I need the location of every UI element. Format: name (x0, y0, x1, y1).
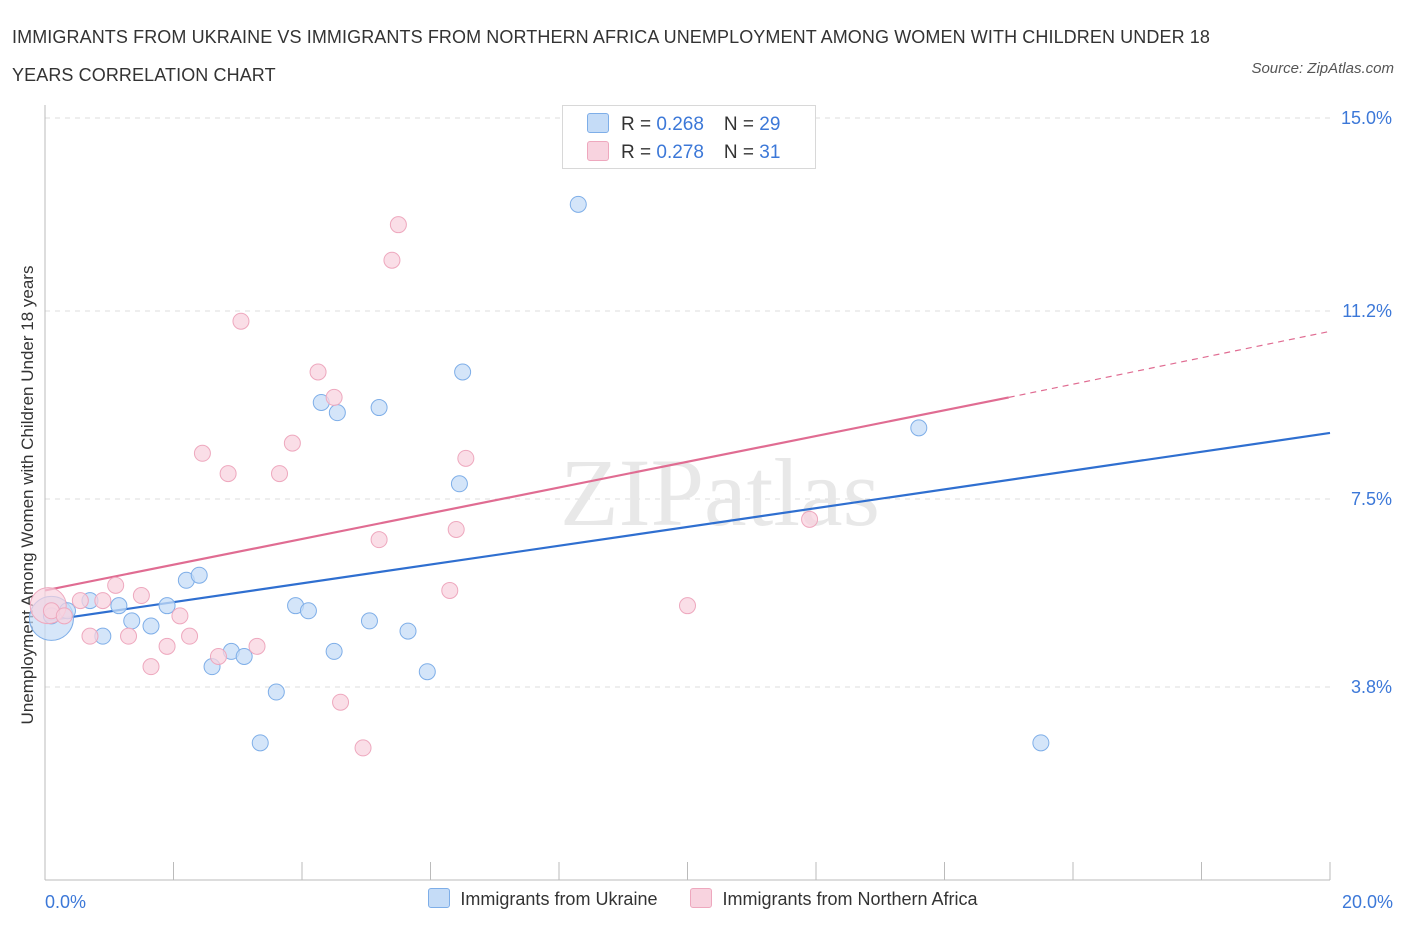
data-point-northern-africa (332, 693, 350, 711)
data-point-northern-africa (679, 597, 696, 615)
data-point-ukraine (123, 612, 141, 630)
data-point-northern-africa (142, 658, 160, 676)
data-point-northern-africa (94, 592, 112, 610)
series-legend-ukraine: Immigrants from Ukraine (428, 888, 657, 910)
trend-line-ukraine (44, 431, 1331, 623)
axes (44, 105, 1331, 881)
chart-title: IMMIGRANTS FROM UKRAINE VS IMMIGRANTS FR… (12, 27, 1211, 85)
y-tick-label: 15.0% (1341, 108, 1392, 128)
data-point-northern-africa (441, 581, 459, 599)
series-label-ukraine: Immigrants from Ukraine (460, 889, 658, 909)
data-point-ukraine (299, 602, 317, 620)
series-legend-northern-africa: Immigrants from Northern Africa (690, 888, 978, 910)
data-point-northern-africa (120, 627, 138, 645)
legend-row-ukraine: R = 0.268 N = 29 (587, 113, 780, 135)
data-point-northern-africa (283, 434, 301, 452)
series-label-northern-africa: Immigrants from Northern Africa (722, 889, 978, 909)
data-point-ukraine (328, 404, 346, 422)
series-swatch-northern-africa (690, 888, 713, 908)
data-point-northern-africa (232, 312, 250, 330)
data-point-ukraine (360, 612, 378, 630)
legend-n-label: N = (723, 142, 760, 163)
legend-r-label: R = (621, 142, 657, 163)
y-tick-label: 7.5% (1351, 489, 1392, 509)
trend-line-northern-africa (44, 396, 1009, 592)
y-tick-label: 3.8% (1351, 677, 1392, 697)
data-point-northern-africa (447, 520, 465, 538)
legend-r-value: 0.278 (656, 142, 704, 163)
data-point-northern-africa (219, 465, 237, 483)
data-point-ukraine (267, 683, 285, 701)
data-point-ukraine (110, 597, 128, 615)
data-point-ukraine (1032, 734, 1050, 752)
data-point-ukraine (142, 617, 160, 635)
legend-r-value: 0.268 (656, 114, 704, 135)
data-point-ukraine (450, 475, 468, 493)
watermark: ZIPatlas (560, 439, 880, 546)
data-point-northern-africa (383, 251, 401, 269)
data-point-ukraine (325, 642, 343, 660)
data-point-northern-africa (81, 627, 99, 645)
data-point-northern-africa (181, 627, 199, 645)
data-point-ukraine (370, 399, 388, 417)
legend-n-value: 29 (759, 114, 781, 135)
series-swatch-ukraine (428, 888, 451, 908)
data-point-northern-africa (457, 449, 475, 467)
legend-swatch-ukraine (587, 113, 609, 133)
source-label: Source: ZipAtlas.com (1251, 60, 1394, 77)
legend-n-label: N = (723, 114, 760, 135)
data-point-ukraine (251, 734, 269, 752)
data-point-northern-africa (71, 592, 89, 610)
data-point-ukraine (910, 419, 928, 437)
data-point-northern-africa (158, 637, 176, 655)
data-point-northern-africa (171, 607, 189, 625)
y-tick-label: 11.2% (1342, 301, 1392, 321)
data-point-northern-africa (55, 607, 73, 625)
data-point-ukraine (454, 363, 472, 381)
trend-lines (44, 330, 1331, 623)
data-points (28, 195, 1050, 757)
data-point-northern-africa (325, 388, 343, 406)
x-tick-label: 20.0% (1342, 892, 1393, 912)
data-point-northern-africa (370, 531, 388, 549)
data-point-ukraine (190, 566, 208, 584)
data-point-northern-africa (248, 637, 266, 655)
data-point-northern-africa (354, 739, 372, 757)
data-point-ukraine (235, 647, 253, 665)
data-point-ukraine (569, 195, 587, 213)
tick-labels: 3.8% 7.5% 11.2% 15.0% 0.0% 20.0% (45, 108, 1393, 912)
data-point-northern-africa (309, 363, 327, 381)
series-legend: Immigrants from Ukraine Immigrants from … (0, 888, 1406, 910)
data-point-northern-africa (132, 587, 150, 605)
data-point-ukraine (158, 597, 176, 615)
legend-r-label: R = (621, 114, 657, 135)
legend-n-value: 31 (759, 142, 781, 163)
data-point-northern-africa (271, 465, 289, 483)
trend-line-extension-northern-africa (1008, 330, 1331, 398)
data-point-ukraine (399, 622, 417, 640)
legend: R = 0.268 N = 29 R = 0.278 N = 31 (562, 105, 816, 169)
data-point-ukraine (418, 663, 436, 681)
legend-row-northern-africa: R = 0.278 N = 31 (587, 141, 780, 163)
data-point-northern-africa (389, 216, 407, 234)
data-point-northern-africa (107, 576, 125, 594)
data-point-northern-africa (209, 647, 227, 665)
data-point-northern-africa (801, 510, 819, 528)
data-point-northern-africa (193, 444, 211, 462)
legend-swatch-northern-africa (587, 141, 609, 161)
x-tick-label: 0.0% (45, 892, 86, 912)
